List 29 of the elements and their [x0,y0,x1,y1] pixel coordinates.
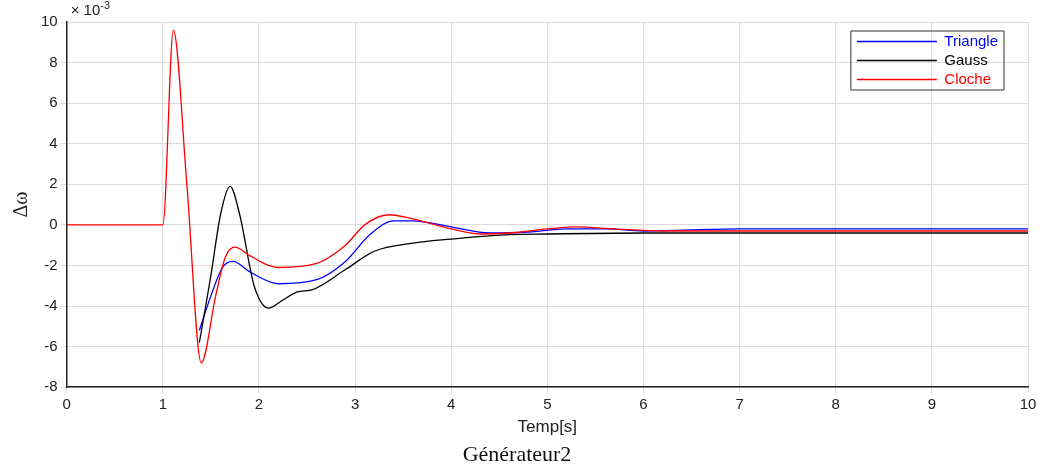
y-tick-label: -4 [44,296,58,314]
y-tick-label: -8 [44,377,58,395]
x-tick-label: 8 [831,395,840,413]
x-tick-label: 9 [927,395,937,413]
line-series [198,185,1028,344]
y-tick-label: -2 [44,255,58,273]
text: Gauss [944,50,988,68]
y-tick-label: 10 [41,12,58,30]
text: Cloche [944,69,992,87]
x-tick-label: 6 [639,395,648,413]
text: Triangle [944,31,999,49]
y-tick-label: 8 [49,52,58,70]
x-tick-label: 3 [350,395,360,413]
y-tick-label: 6 [49,93,58,111]
x-tick-label: 10 [1019,395,1037,413]
y-tick-label: 0 [49,215,58,233]
y-tick-label: 4 [49,133,58,151]
x-axis-title: Temp[s] [517,417,578,437]
x-tick-label: 5 [543,395,552,413]
x-tick-label: 2 [254,395,264,413]
y-tick-label: 2 [49,174,58,192]
x-tick-label: 0 [62,395,71,413]
x-tick-label: 7 [735,395,744,413]
y-tick-label: -6 [44,336,58,354]
line-series [198,220,1028,332]
text: Générateur2 [462,440,572,466]
x-tick-label: 4 [447,395,456,413]
y-axis-title: Δω [9,191,32,218]
x-tick-label: 1 [158,395,167,413]
